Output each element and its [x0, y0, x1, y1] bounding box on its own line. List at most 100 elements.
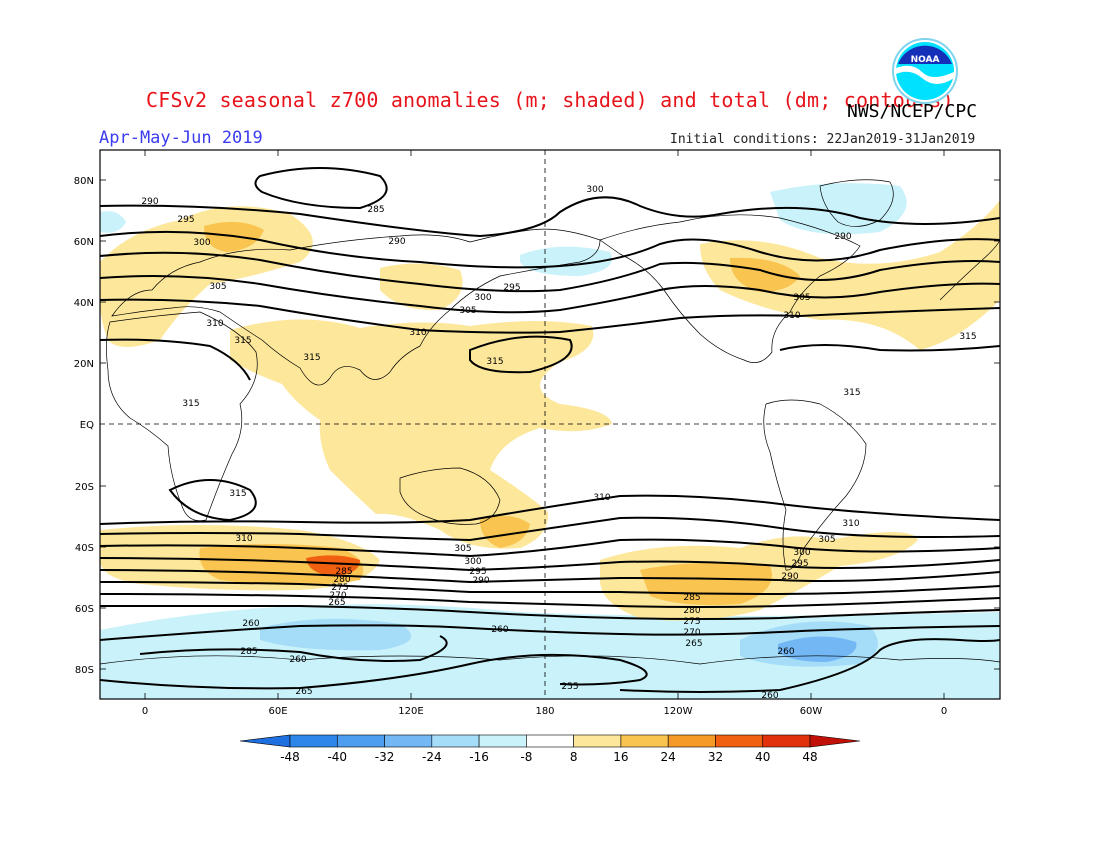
contour-label: 290 — [472, 576, 489, 586]
latitude-ticks — [100, 179, 1000, 670]
season-label: Apr-May-Jun 2019 — [99, 128, 263, 148]
colorbar-label: 8 — [570, 750, 578, 764]
colorbar-segment — [431, 734, 480, 748]
contour-label: 290 — [141, 197, 158, 207]
contour-label: 315 — [182, 399, 199, 409]
height-contours — [100, 167, 1000, 693]
contour-line — [100, 298, 1000, 334]
anomaly-shading — [100, 183, 1000, 699]
contour-line — [100, 338, 251, 381]
contour-label: 310 — [235, 534, 252, 544]
contour-label: 290 — [388, 237, 405, 247]
contour-label: 315 — [486, 357, 503, 367]
contour-line — [254, 167, 388, 210]
contour-label: 270 — [683, 628, 700, 638]
colorbar-label: 16 — [613, 750, 628, 764]
anomaly-blob — [306, 555, 360, 576]
lon-label: 0 — [142, 706, 148, 717]
latitude-axis: 80N 60N 40N 20N EQ 20S 40S 60S 80S — [74, 176, 94, 676]
contour-line — [779, 344, 1000, 352]
contour-line — [469, 335, 573, 374]
lon-label: 0 — [941, 706, 947, 717]
lat-label: 80S — [75, 665, 94, 676]
contour-label: 285 — [335, 567, 352, 577]
colorbar-label: -48 — [280, 750, 300, 764]
contour-label: 265 — [685, 639, 702, 649]
contour-label: 290 — [781, 572, 798, 582]
coastline-north-america — [599, 214, 861, 363]
contour-label: 300 — [464, 557, 481, 567]
colorbar-label: 32 — [708, 750, 723, 764]
contour-label: 315 — [229, 489, 246, 499]
colorbar-label: 48 — [802, 750, 817, 764]
colorbar-segment — [620, 734, 669, 748]
contour-label: 300 — [474, 293, 491, 303]
logo-text: NOAA — [911, 55, 940, 65]
anomaly-blob — [640, 562, 772, 605]
noaa-logo-icon: NOAA — [892, 38, 958, 104]
colorbar-arrow-high — [809, 734, 861, 748]
contour-label: 275 — [331, 583, 348, 593]
contour-line — [100, 516, 1000, 542]
anomaly-blob — [480, 515, 530, 548]
contour-line — [100, 593, 1000, 608]
lon-label: 120E — [398, 706, 423, 717]
lon-label: 60E — [268, 706, 287, 717]
contour-label: 300 — [793, 548, 810, 558]
anomaly-blob — [700, 200, 1000, 350]
anomaly-blob — [770, 183, 907, 235]
contour-label: 285 — [240, 647, 257, 657]
anomaly-blob — [730, 257, 800, 292]
contour-label: 260 — [761, 691, 778, 701]
map-frame — [99, 149, 1001, 700]
lat-label: 80N — [74, 176, 94, 187]
anomaly-blob — [100, 206, 313, 347]
contour-label: 260 — [242, 619, 259, 629]
anomaly-blob — [520, 246, 612, 276]
contour-label: 310 — [593, 493, 610, 503]
contour-label: 305 — [454, 544, 471, 554]
contour-line — [168, 479, 257, 522]
contour-label: 305 — [459, 306, 476, 316]
contour-label: 310 — [842, 519, 859, 529]
contour-label: 265 — [328, 598, 345, 608]
colorbar-label: -40 — [327, 750, 347, 764]
anomaly-blob — [230, 319, 612, 549]
contour-label: 295 — [469, 567, 486, 577]
colorbar-segment — [573, 734, 622, 748]
anomaly-blob — [380, 263, 463, 311]
lat-label: 40S — [75, 543, 94, 554]
colorbar-segment — [715, 734, 764, 748]
contour-label: 305 — [818, 535, 835, 545]
contour-label: 310 — [783, 311, 800, 321]
lat-label: 20S — [75, 482, 94, 493]
colorbar-segment — [384, 734, 433, 748]
initial-conditions-label: Initial conditions: 22Jan2019-31Jan2019 — [670, 132, 976, 147]
contour-label: 280 — [333, 575, 350, 585]
contour-label: 300 — [193, 238, 210, 248]
colorbar-label: -16 — [469, 750, 489, 764]
colorbar-segment — [478, 734, 527, 748]
contour-line — [100, 251, 1000, 293]
contour-label: 290 — [834, 232, 851, 242]
colorbar-segment — [667, 734, 716, 748]
chart-title: CFSv2 seasonal z700 anomalies (m; shaded… — [146, 88, 954, 112]
contour-label: 300 — [586, 185, 603, 195]
colorbar-segment — [762, 734, 811, 748]
colorbar: -48 -40 -32 -24 -16 -8 8 16 24 32 40 48 — [239, 734, 861, 764]
contour-label: 285 — [683, 593, 700, 603]
contour-label: 260 — [289, 655, 306, 665]
contour-line — [100, 230, 1000, 269]
contour-label: 295 — [177, 215, 194, 225]
contour-label: 310 — [206, 319, 223, 329]
contour-label: 315 — [843, 388, 860, 398]
contour-line — [619, 638, 1000, 693]
contour-line — [100, 581, 1000, 596]
contour-label: 260 — [777, 647, 794, 657]
contour-line — [100, 557, 1000, 572]
colorbar-label: -8 — [520, 750, 532, 764]
colorbar-segment — [289, 734, 338, 748]
contour-label: 305 — [209, 282, 226, 292]
lat-label: 60N — [74, 237, 94, 248]
